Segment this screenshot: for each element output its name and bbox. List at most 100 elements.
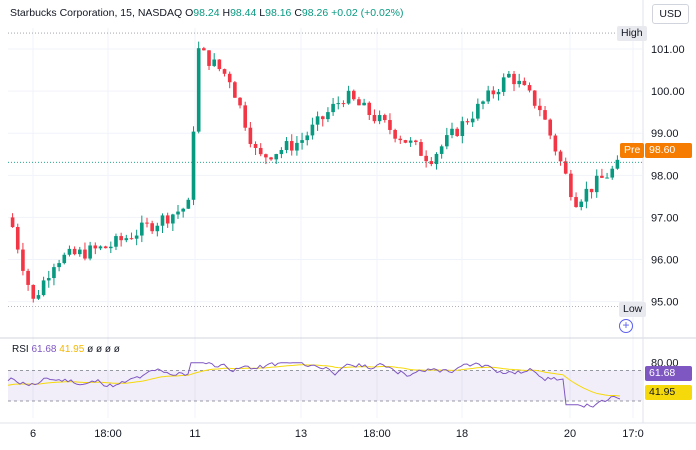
candle-body <box>419 142 423 156</box>
candle-body <box>615 159 620 169</box>
candle-body <box>574 197 578 208</box>
candle-body <box>150 223 154 232</box>
high-label-tag: High <box>617 26 647 41</box>
candle-body <box>248 127 253 144</box>
candle-body <box>408 140 413 143</box>
candle-body <box>326 112 330 120</box>
candle-body <box>569 173 573 198</box>
candle-body <box>336 103 341 105</box>
candle-body <box>393 129 397 139</box>
candle-body <box>584 188 589 202</box>
time-tick-label: 11 <box>189 428 200 440</box>
candle-body <box>424 155 428 162</box>
candle-body <box>36 295 41 299</box>
candle-body <box>134 235 139 239</box>
price-tick-label: 98.00 <box>651 170 679 182</box>
candlestick-series <box>10 41 620 303</box>
candle-body <box>341 103 346 105</box>
candle-body <box>507 73 511 78</box>
currency-button[interactable]: USD <box>652 4 689 24</box>
candle-body <box>522 80 527 86</box>
candle-body <box>243 105 248 128</box>
candle-body <box>258 147 263 155</box>
candle-body <box>295 142 299 151</box>
candle-body <box>176 211 180 215</box>
candle-body <box>450 128 454 136</box>
candle-body <box>46 278 51 281</box>
candle-body <box>548 119 553 136</box>
candle-body <box>594 175 599 193</box>
candle-body <box>491 90 496 95</box>
rsi-value-tag: 61.68 <box>645 366 692 381</box>
candle-body <box>196 48 201 132</box>
candle-body <box>212 59 217 66</box>
close-label: C <box>294 7 302 19</box>
candle-body <box>279 149 284 155</box>
candle-body <box>367 102 372 116</box>
candle-body <box>77 249 82 255</box>
pre-market-tag: Pre <box>620 143 645 158</box>
rsi-ma-value: 41.95 <box>59 344 85 355</box>
candle-body <box>155 225 160 232</box>
candle-body <box>403 140 408 143</box>
candle-body <box>460 121 465 136</box>
candle-body <box>165 215 170 224</box>
candle-body <box>538 105 542 111</box>
candle-body <box>470 118 475 123</box>
plus-circle-icon[interactable]: + <box>619 319 633 333</box>
candle-body <box>305 135 310 141</box>
rsi-null-2: ø <box>95 344 103 355</box>
change-value: +0.02 (+0.02%) <box>331 7 404 19</box>
candle-body <box>377 115 382 122</box>
candle-body <box>362 102 366 106</box>
candle-body <box>481 101 485 104</box>
candle-body <box>227 73 232 83</box>
candle-body <box>31 284 36 299</box>
candle-body <box>445 135 449 147</box>
candle-body <box>388 120 392 130</box>
time-tick-label: 6 <box>30 428 36 440</box>
candle-body <box>284 141 289 150</box>
candle-body <box>15 227 20 250</box>
candle-body <box>382 115 387 121</box>
candle-body <box>253 143 258 148</box>
candle-body <box>140 222 144 236</box>
candle-body <box>315 116 320 125</box>
candle-body <box>589 188 594 193</box>
high-value: 98.44 <box>230 7 257 19</box>
close-value: 98.26 <box>301 7 329 19</box>
candle-body <box>186 199 191 209</box>
high-label: H <box>222 7 231 19</box>
candle-body <box>512 73 516 85</box>
candle-body <box>52 267 56 279</box>
candle-body <box>57 263 61 268</box>
candle-body <box>202 48 206 51</box>
candle-body <box>357 99 361 106</box>
candle-body <box>264 154 268 158</box>
candle-body <box>310 124 315 136</box>
rsi-legend: RSI 61.68 41.95 ø ø ø ø <box>12 344 120 355</box>
candle-body <box>108 246 113 249</box>
low-label: L <box>259 7 266 19</box>
low-value: 98.16 <box>265 7 292 19</box>
candle-body <box>181 208 185 212</box>
candle-body <box>124 238 129 241</box>
candle-body <box>10 217 15 228</box>
open-label: O <box>185 7 194 19</box>
candle-body <box>289 141 294 151</box>
candle-body <box>207 50 211 66</box>
rsi-value: 61.68 <box>31 344 57 355</box>
candle-body <box>103 246 108 249</box>
candle-body <box>496 91 501 95</box>
candle-body <box>476 103 480 119</box>
candle-body <box>331 103 335 113</box>
candle-body <box>274 154 279 160</box>
candle-body <box>26 270 30 285</box>
symbol-title: Starbucks Corporation, 15, NASDAQ <box>10 7 183 19</box>
candle-body <box>543 110 547 120</box>
candle-body <box>233 82 237 98</box>
time-tick-label: 20 <box>564 428 576 440</box>
candle-body <box>62 254 67 264</box>
candle-body <box>486 90 490 102</box>
